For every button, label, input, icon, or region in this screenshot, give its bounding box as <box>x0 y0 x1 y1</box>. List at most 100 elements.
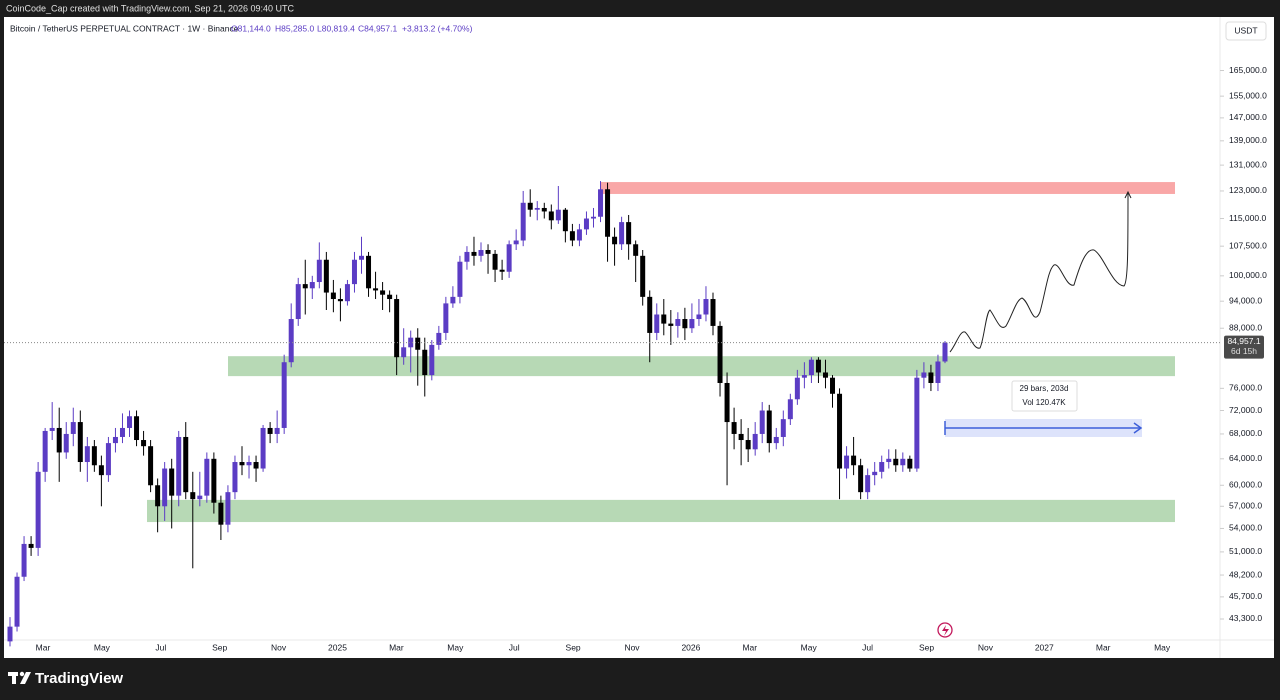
candle-body <box>647 296 653 333</box>
credit: CoinCode_Cap created with TradingView.co… <box>6 3 295 13</box>
x-tick-label: May <box>1154 642 1171 652</box>
candle-body <box>569 231 575 241</box>
x-tick-label: Jul <box>155 642 166 652</box>
candle-body <box>534 207 540 210</box>
y-tick-label: 64,000.0 <box>1229 453 1262 463</box>
legend-close: C84,957.1 <box>358 23 397 33</box>
candle-body <box>520 202 526 241</box>
candle-body <box>548 211 554 221</box>
candle-body <box>928 372 934 383</box>
measure-box <box>1011 380 1078 412</box>
x-tick-label: Jul <box>862 642 873 652</box>
candle-body <box>134 416 140 441</box>
currency-box[interactable] <box>1225 21 1267 41</box>
candle-body <box>429 344 435 376</box>
candle-body <box>63 433 69 453</box>
y-tick-label: 165,000.0 <box>1229 65 1267 75</box>
candle-body <box>907 458 913 469</box>
candle-body <box>457 261 463 297</box>
candle-body <box>851 455 857 466</box>
candle-body <box>197 495 203 500</box>
candle-body <box>155 485 161 507</box>
candle-body <box>105 443 111 476</box>
candle-body <box>886 458 892 463</box>
candle-body <box>42 430 48 472</box>
candle-body <box>724 382 730 423</box>
candle-body <box>745 440 751 450</box>
candle-body <box>35 471 41 548</box>
candle-body <box>450 296 456 304</box>
legend-change: +3,813.2 (+4.70%) <box>402 23 473 33</box>
candle-body <box>464 251 470 262</box>
candle-body <box>302 284 308 289</box>
candle-body <box>253 462 259 469</box>
candle-body <box>499 269 505 272</box>
candle-body <box>626 222 632 245</box>
candle-body <box>119 427 125 437</box>
x-tick-label: Mar <box>389 642 404 652</box>
candle-body <box>267 427 273 434</box>
candle-body <box>893 458 899 466</box>
legend-high: H85,285.0 <box>275 23 314 33</box>
measure-bars: 29 bars, 203d <box>1020 384 1069 393</box>
candle-body <box>239 462 245 466</box>
candle-body <box>555 209 561 221</box>
candle-body <box>70 422 76 434</box>
footer-logo <box>8 671 31 684</box>
y-tick-label: 155,000.0 <box>1229 90 1267 100</box>
candle-body <box>668 323 674 326</box>
logo-mark <box>19 671 25 677</box>
candle-body <box>815 359 821 373</box>
candle-body <box>865 475 871 493</box>
candle-body <box>274 427 280 434</box>
candle-body <box>696 314 702 320</box>
candle-body <box>28 543 34 548</box>
y-tick-label: 72,000.0 <box>1229 405 1262 415</box>
candle-body <box>162 468 168 507</box>
candle-body <box>752 433 758 450</box>
x-tick-label: Nov <box>624 642 640 652</box>
candle-body <box>330 292 336 300</box>
y-tick-label: 43,300.0 <box>1229 613 1262 623</box>
candle-body <box>77 422 83 463</box>
candle-body <box>309 282 315 289</box>
x-tick-label: Sep <box>566 642 581 652</box>
measure-volume: Vol 120.47K <box>1022 398 1066 407</box>
candle-body <box>246 462 252 466</box>
candle-body <box>661 314 667 324</box>
y-tick-label: 51,000.0 <box>1229 546 1262 556</box>
candle-body <box>21 543 27 577</box>
candle-body <box>766 410 772 444</box>
candle-body <box>605 189 611 237</box>
candle-body <box>759 410 765 434</box>
candle-body <box>780 419 786 437</box>
candle-body <box>141 440 147 447</box>
currency: USDT <box>1234 25 1257 35</box>
x-tick-label: 2027 <box>1035 642 1054 652</box>
candle-body <box>801 375 807 378</box>
candle-body <box>942 342 948 362</box>
candle-body <box>590 216 596 219</box>
candle-body <box>169 468 175 496</box>
candle-body <box>127 416 133 428</box>
candle-body <box>232 462 238 493</box>
candle-body <box>879 462 885 472</box>
candle-body <box>562 209 568 232</box>
candle-body <box>260 427 266 469</box>
candle-body <box>408 337 414 348</box>
projection-path <box>949 191 1129 353</box>
x-tick-label: 2025 <box>328 642 347 652</box>
candle-body <box>471 251 477 256</box>
candle-body <box>633 244 639 256</box>
y-tick-label: 68,000.0 <box>1229 428 1262 438</box>
candle-body <box>478 250 484 256</box>
y-tick-label: 139,000.0 <box>1229 135 1267 145</box>
candle-body <box>485 250 491 254</box>
x-tick-label: Mar <box>742 642 757 652</box>
y-tick-label: 131,000.0 <box>1229 159 1267 169</box>
candle-body <box>844 455 850 469</box>
candle-body <box>773 436 779 444</box>
candle-body <box>211 458 217 503</box>
y-tick-label: 94,000.0 <box>1229 295 1262 305</box>
candle-body <box>619 222 625 245</box>
